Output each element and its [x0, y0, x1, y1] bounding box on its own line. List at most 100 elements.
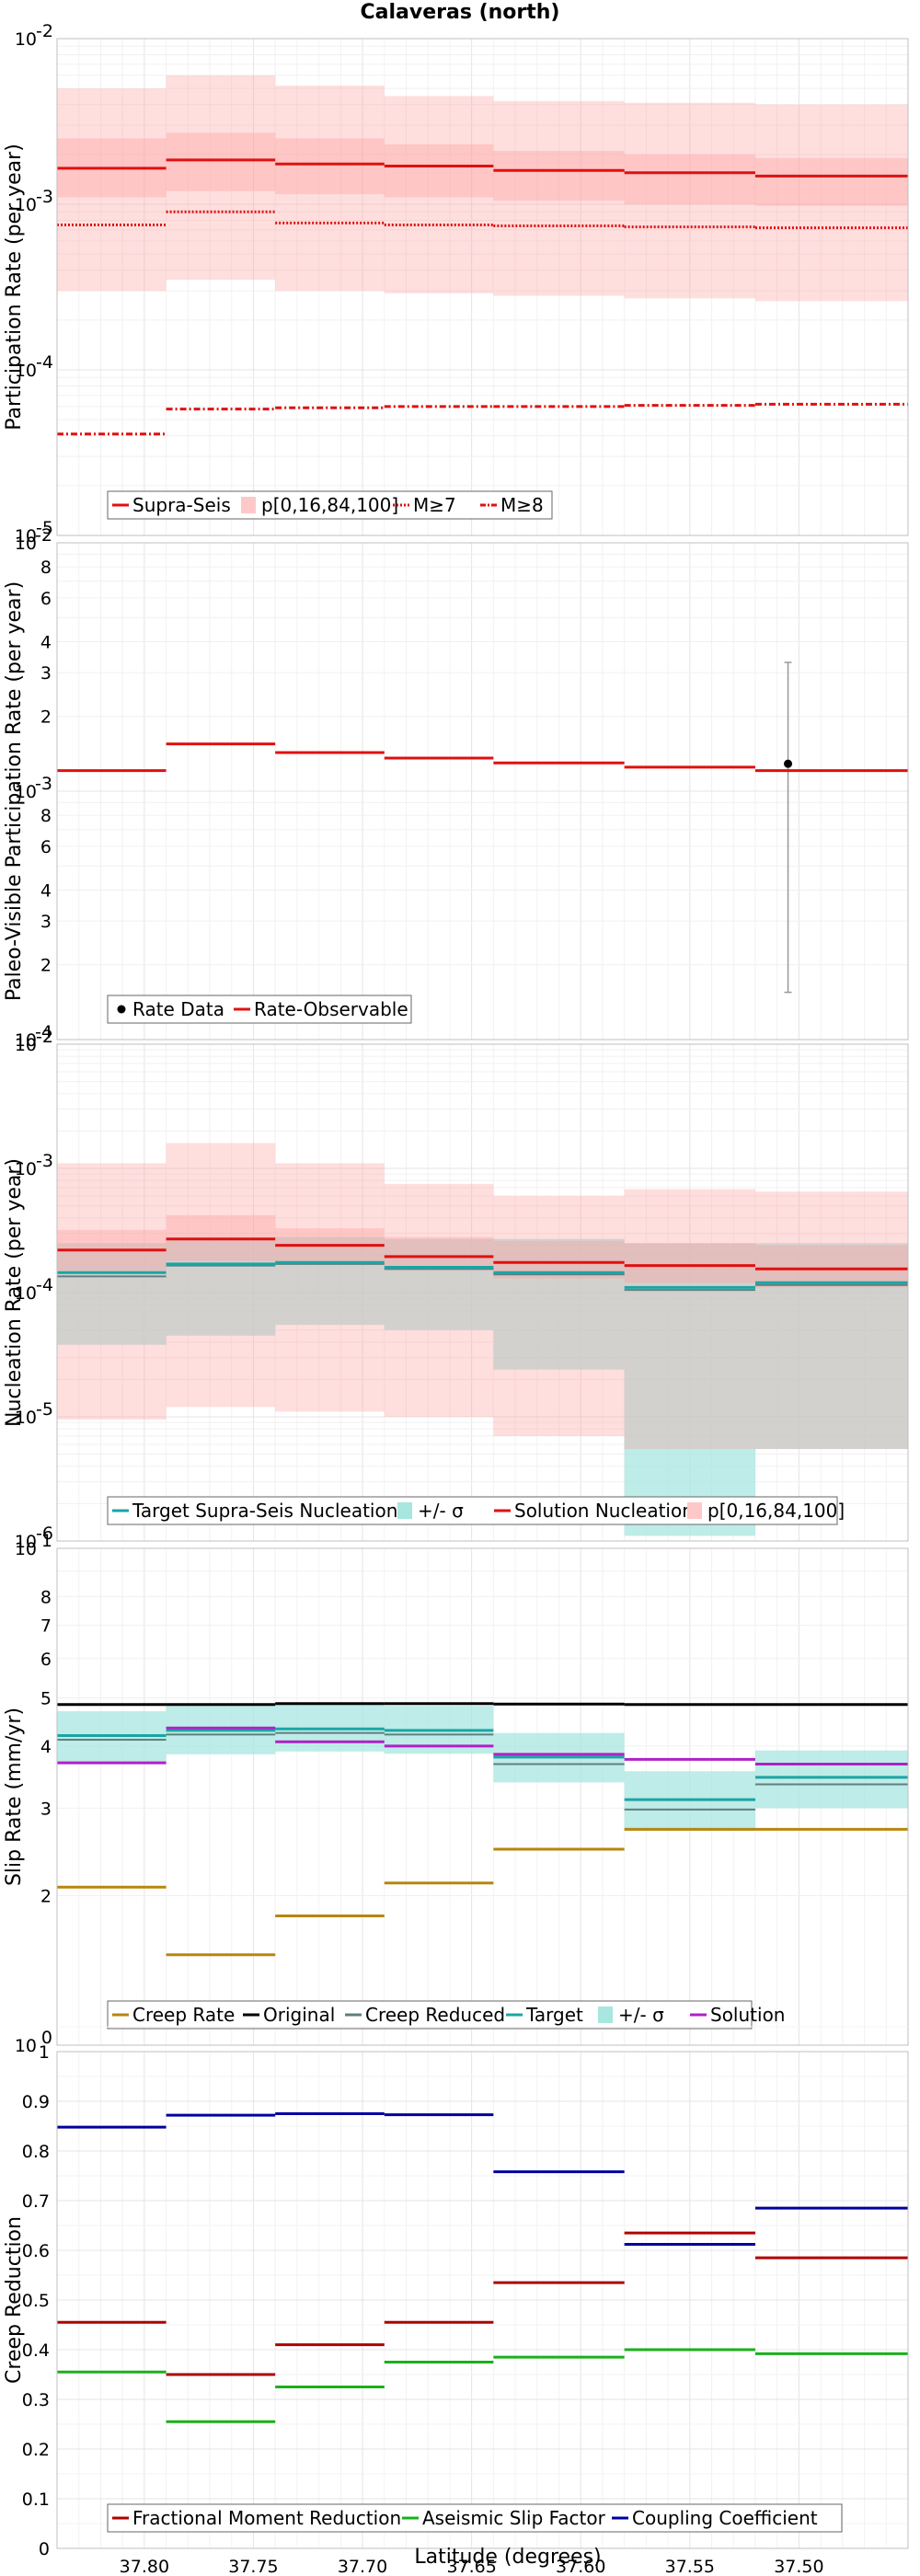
percentile-band-outer [275, 86, 385, 292]
x-tick-label: 37.65 [446, 2557, 496, 2576]
percentile-band-inner [275, 138, 385, 195]
percentile-band-outer [493, 1195, 625, 1436]
legend-label: Target Supra-Seis Nucleation [132, 1500, 397, 1522]
percentile-band-outer [166, 75, 276, 281]
x-tick-label: 37.60 [556, 2557, 605, 2576]
y-tick-label: 0 [39, 2539, 50, 2559]
sigma-band [57, 1243, 167, 1345]
percentile-band-outer [57, 88, 167, 292]
y-tick-label: 4 [40, 1737, 52, 1757]
y-tick-label: 10 [15, 361, 37, 381]
y-tick-label: 10 [15, 1408, 37, 1428]
percentile-band-inner [493, 151, 625, 201]
y-tick-label: 7 [40, 1616, 52, 1637]
sigma-band [166, 1236, 276, 1336]
percentile-band-outer [166, 1143, 276, 1408]
percentile-band-inner [624, 1243, 755, 1283]
y-tick-label: 10 [15, 1283, 37, 1304]
plot-area [57, 39, 908, 535]
y-tick-label: 10 [15, 1539, 37, 1559]
y-tick-label: 0.1 [22, 2490, 50, 2510]
legend-label: Fractional Moment Reduction [132, 2507, 401, 2529]
y-tick-label: 0.4 [22, 2340, 50, 2361]
y-tick-label: 0.3 [22, 2390, 50, 2410]
y-tick-label: 0.9 [22, 2092, 50, 2112]
y-axis-label: Participation Rate (per year) [3, 144, 26, 431]
y-tick-exponent: -2 [36, 21, 53, 41]
y-axis-label: Creep Reduction [3, 2216, 26, 2384]
legend-label: Creep Rate [132, 2004, 235, 2026]
legend-label: Supra-Seis [132, 494, 231, 516]
y-tick-exponent: -5 [36, 1399, 53, 1420]
sigma-band [754, 1243, 908, 1450]
percentile-band-outer [754, 1191, 908, 1450]
y-tick-exponent: -4 [36, 352, 53, 373]
y-tick-label: 2 [40, 1886, 52, 1906]
axes-frame [56, 542, 909, 1041]
y-axis-label: Paleo-Visible Participation Rate (per ye… [3, 581, 26, 1001]
y-tick-label: 0.2 [22, 2440, 50, 2460]
y-tick-label: 3 [40, 663, 52, 684]
y-tick-exponent: 0 [41, 2028, 52, 2048]
y-tick-label: 5 [40, 1689, 52, 1709]
percentile-band-outer [493, 100, 625, 296]
y-tick-label: 2 [40, 707, 52, 728]
y-tick-exponent: 1 [41, 1531, 52, 1551]
legend-label: Solution [710, 2004, 785, 2026]
legend-label: +/- σ [418, 1500, 464, 1522]
percentile-band-inner [384, 1236, 494, 1271]
sigma-band [754, 1750, 908, 1809]
y-tick-label: 10 [15, 1030, 37, 1051]
y-tick-label: 6 [40, 1650, 52, 1670]
percentile-band-outer [754, 104, 908, 302]
legend-label: Original [263, 2004, 335, 2026]
sigma-band [624, 1243, 755, 1536]
legend-box [107, 995, 412, 1024]
y-tick-label: 4 [40, 880, 52, 901]
y-tick-label: 10 [15, 1159, 37, 1179]
percentile-band-inner [754, 1245, 908, 1288]
legend-label: Rate Data [132, 998, 224, 1020]
data-point [784, 759, 793, 768]
y-tick-label: 3 [40, 912, 52, 932]
y-tick-exponent: -2 [36, 1027, 53, 1047]
y-tick-label: 4 [40, 632, 52, 652]
sigma-band [493, 1238, 625, 1370]
axes-frame [56, 2051, 909, 2549]
y-tick-exponent: -4 [35, 1022, 52, 1042]
legend-box [107, 2503, 843, 2533]
y-tick-label: 6 [40, 589, 52, 609]
y-tick-label: 10 [15, 782, 37, 802]
y-tick-label: 0.7 [22, 2191, 50, 2212]
legend-swatch [241, 497, 256, 513]
x-tick-label: 37.80 [120, 2557, 169, 2576]
legend-marker [117, 1005, 126, 1014]
percentile-band-outer [57, 1163, 167, 1420]
y-tick-label: 2 [40, 956, 52, 976]
x-axis-label: Latitude (degrees) [414, 2546, 601, 2569]
y-axis-label: Slip Rate (mm/yr) [3, 1708, 26, 1886]
chart-title: Calaveras (north) [360, 1, 559, 24]
percentile-band-inner [166, 132, 276, 191]
y-tick-label: 8 [40, 1587, 52, 1607]
axes-frame [56, 1547, 909, 2046]
y-tick-exponent: -4 [36, 1275, 53, 1295]
x-tick-label: 37.70 [338, 2557, 387, 2576]
legend-label: Target [525, 2004, 583, 2026]
legend-swatch [598, 2007, 613, 2023]
percentile-band-inner [754, 157, 908, 206]
y-tick-exponent: -5 [36, 518, 53, 538]
panel-creep: 0 0.1 0.2 0.3 0.4 0.5 0.6 0.7 0.8 0.9 1 Creep Reduc… [3, 2026, 909, 2576]
x-tick-label: 37.50 [774, 2557, 823, 2576]
axes-frame [56, 38, 909, 536]
legend-box [107, 2000, 753, 2030]
y-tick-label: 1 [39, 2042, 50, 2063]
y-tick-label: 10 [15, 534, 37, 554]
legend-label: Solution Nucleation [514, 1500, 694, 1522]
